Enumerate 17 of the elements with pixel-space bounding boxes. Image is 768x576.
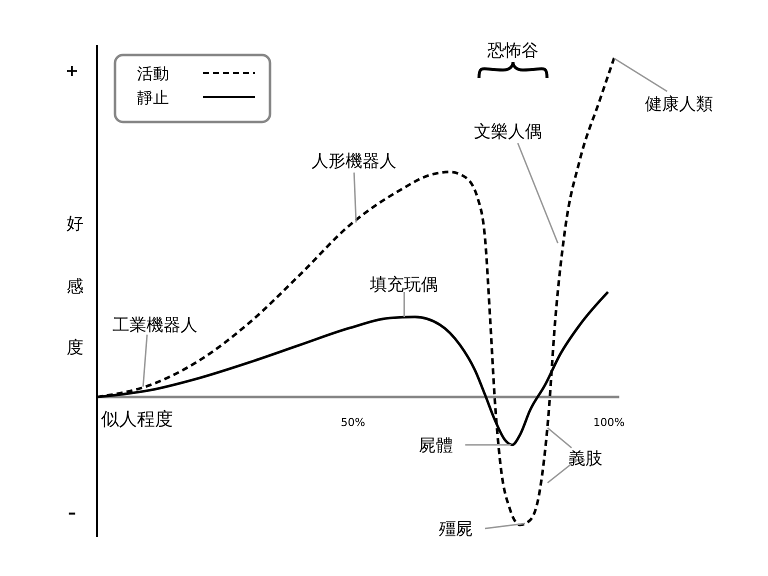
annotation: 恐怖谷 <box>486 41 538 61</box>
annotation: 健康人類 <box>645 94 714 114</box>
annotation: 義肢 <box>568 448 603 469</box>
text: – <box>68 503 76 522</box>
annotation: 文樂人偶 <box>474 122 542 142</box>
annotation: 殭屍 <box>439 520 474 540</box>
annotation: 填充玩偶 <box>369 274 438 295</box>
legend-label: 活動 <box>137 64 169 83</box>
x-axis-title: 似人程度 <box>101 409 173 430</box>
legend-label: 靜止 <box>137 88 169 107</box>
y-axis-title: 好感度 <box>65 202 85 385</box>
x-tick-label: 50% <box>340 416 366 429</box>
annotation: 人形機器人 <box>312 152 397 172</box>
x-tick-label: 100% <box>593 416 625 429</box>
annotation: 屍體 <box>419 436 454 456</box>
annotation: 工業機器人 <box>112 316 198 336</box>
text: + <box>65 61 79 80</box>
